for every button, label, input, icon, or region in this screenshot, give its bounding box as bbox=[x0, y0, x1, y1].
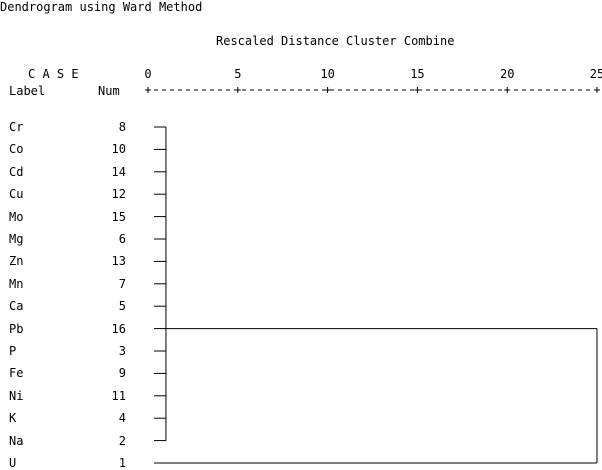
axis-title: Rescaled Distance Cluster Combine bbox=[216, 34, 455, 48]
case-label: Fe bbox=[9, 366, 24, 381]
case-label: Cu bbox=[9, 187, 24, 202]
case-num: 16 bbox=[111, 321, 126, 336]
case-label: Mg bbox=[9, 232, 24, 246]
case-label: Ca bbox=[9, 299, 24, 314]
case-label: K bbox=[9, 411, 17, 426]
case-num: 5 bbox=[118, 299, 126, 314]
case-num: 3 bbox=[118, 344, 126, 358]
num-column-header: Num bbox=[98, 84, 120, 98]
case-num: 8 bbox=[118, 120, 126, 134]
case-num: 7 bbox=[118, 276, 126, 291]
case-label: Pb bbox=[9, 321, 24, 336]
case-num: 11 bbox=[111, 388, 126, 403]
case-label: Na bbox=[9, 433, 24, 448]
case-num: 10 bbox=[111, 142, 126, 157]
tick-label: 5 bbox=[234, 67, 242, 81]
label-column-header: Label bbox=[9, 84, 46, 98]
case-num: 2 bbox=[118, 433, 126, 448]
case-label: Cd bbox=[9, 164, 24, 179]
case-num: 14 bbox=[111, 164, 126, 179]
case-num: 13 bbox=[111, 254, 126, 269]
case-label: P bbox=[9, 344, 17, 358]
case-label: Co bbox=[9, 142, 24, 157]
case-num: 15 bbox=[111, 209, 126, 224]
tick-label: 20 bbox=[500, 67, 515, 81]
case-num: 9 bbox=[118, 366, 126, 381]
tick-label: 15 bbox=[410, 67, 425, 81]
tick-label: 0 bbox=[144, 67, 152, 81]
case-label: Cr bbox=[9, 120, 24, 134]
case-num: 6 bbox=[118, 232, 126, 246]
case-label: Mo bbox=[9, 209, 24, 224]
case-label: Ni bbox=[9, 388, 24, 403]
case-header: C A S E bbox=[28, 67, 79, 81]
case-num: 1 bbox=[118, 456, 126, 470]
chart-title: Dendrogram using Ward Method bbox=[0, 0, 203, 14]
case-label: U bbox=[9, 456, 17, 470]
case-num: 12 bbox=[111, 187, 126, 202]
tick-label: 25 bbox=[589, 67, 602, 81]
case-label: Mn bbox=[9, 276, 24, 291]
tick-label: 10 bbox=[320, 67, 335, 81]
case-num: 4 bbox=[118, 411, 126, 426]
case-label: Zn bbox=[9, 254, 24, 269]
